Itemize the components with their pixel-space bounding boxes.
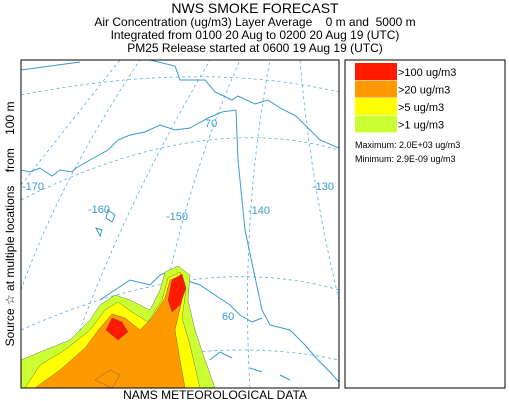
graticule-label: -160 [88,204,110,216]
graticule-label: -150 [166,211,188,223]
graticule-label: 60 [222,311,234,323]
coastline [21,60,339,383]
legend: Maximum: 2.0E+03 ug/m3 Minimum: 2.9E-09 … [344,59,506,389]
legend-swatch [355,115,397,133]
footer: NAMS METEOROLOGICAL DATA [123,388,307,401]
title: NWS SMOKE FORECAST [171,0,339,16]
subtitle-line: Integrated from 0100 20 Aug to 0200 20 A… [111,28,400,42]
graticule-label: -170 [22,181,44,193]
legend-swatch [355,80,397,98]
graticule-label: 70 [205,118,217,130]
maximum-label: Maximum: 2.0E+03 ug/m3 [355,140,460,150]
legend-label: >100 ug/m3 [398,67,456,79]
smoke-plume [21,265,216,388]
legend-swatch [355,63,397,80]
subtitle-line: Air Concentration (ug/m3) Layer Average … [94,15,415,29]
legend-label: >20 ug/m3 [398,85,450,97]
side-label: Source ☆ at multiple locations from 100 … [3,102,17,347]
legend-swatch [355,98,397,115]
subtitle-line: PM25 Release started at 0600 19 Aug 19 (… [127,41,382,55]
legend-label: >5 ug/m3 [398,102,444,114]
minimum-label: Minimum: 2.9E-09 ug/m3 [355,154,456,164]
legend-label: >1 ug/m3 [398,120,444,132]
graticule-label: -140 [248,205,270,217]
graticule-label: -130 [312,181,334,193]
map-area: 70 -170 -160 -150 -140 -130 60 [20,59,340,389]
